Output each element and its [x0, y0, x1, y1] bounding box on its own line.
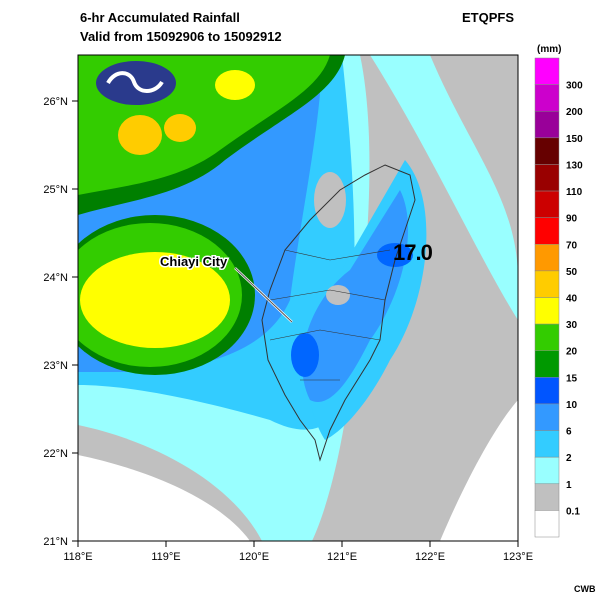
- legend-swatch: [534, 190, 560, 218]
- legend-swatch: [534, 297, 560, 325]
- lon-label: 118°E: [63, 551, 92, 563]
- legend-label: 90: [566, 214, 578, 225]
- legend-swatch: [534, 430, 560, 458]
- legend-label: 110: [566, 187, 583, 198]
- legend-label: 150: [566, 134, 583, 145]
- legend: 300 200 150 130 110 90 70 50 40 30 20 15 10 6 2 1 0.1: [534, 57, 583, 538]
- lat-label: 21°N: [43, 536, 68, 548]
- lon-label: 123°E: [503, 551, 533, 563]
- lon-label: 120°E: [239, 551, 269, 563]
- legend-label: 10: [566, 400, 578, 411]
- legend-label: 50: [566, 267, 578, 278]
- lat-label: 25°N: [43, 184, 68, 196]
- legend-swatch: [534, 137, 560, 165]
- legend-swatch: [534, 110, 560, 139]
- legend-label: 1: [566, 480, 572, 491]
- lat-label: 23°N: [43, 360, 68, 372]
- legend-unit: (mm): [537, 44, 561, 55]
- legend-swatch: [534, 57, 560, 85]
- legend-swatch: [534, 510, 560, 538]
- legend-label: 30: [566, 320, 578, 331]
- rainfall-map: [78, 55, 518, 541]
- legend-label: 15: [566, 373, 578, 384]
- legend-swatch: [534, 350, 560, 378]
- legend-swatch: [534, 244, 560, 272]
- legend-label: 70: [566, 240, 578, 251]
- lat-label: 22°N: [43, 448, 68, 460]
- lat-label: 24°N: [43, 272, 68, 284]
- title: 6-hr Accumulated Rainfall: [80, 10, 240, 25]
- lon-label: 121°E: [327, 551, 357, 563]
- legend-swatch: [534, 377, 560, 405]
- product: ETQPFS: [462, 10, 514, 25]
- legend-swatch: [534, 84, 560, 112]
- legend-label: 40: [566, 294, 578, 305]
- legend-swatch: [534, 323, 560, 351]
- legend-swatch: [534, 456, 560, 485]
- lat-label: 26°N: [43, 96, 68, 108]
- legend-swatch: [534, 164, 560, 192]
- legend-label: 200: [566, 107, 583, 118]
- subtitle: Valid from 15092906 to 15092912: [80, 29, 282, 44]
- city-label: Chiayi City: [160, 254, 228, 269]
- legend-swatch: [534, 270, 560, 298]
- lon-label: 119°E: [151, 551, 180, 563]
- legend-label: 6: [566, 427, 572, 438]
- legend-label: 2: [566, 453, 572, 464]
- legend-label: 0.1: [566, 506, 580, 517]
- legend-label: 20: [566, 347, 578, 358]
- legend-swatch: [534, 403, 560, 431]
- legend-label: 300: [566, 81, 583, 92]
- legend-swatch: [534, 483, 560, 511]
- max-value: 17.0: [393, 240, 433, 265]
- map-frame: [77, 54, 519, 542]
- footer: CWB: [574, 584, 596, 594]
- lon-label: 122°E: [415, 551, 445, 563]
- legend-swatch: [534, 217, 560, 245]
- legend-label: 130: [566, 160, 583, 171]
- axes: 21°N 22°N 23°N 24°N 25°N 26°N 118°E 119°E 120°E 1…: [43, 96, 533, 563]
